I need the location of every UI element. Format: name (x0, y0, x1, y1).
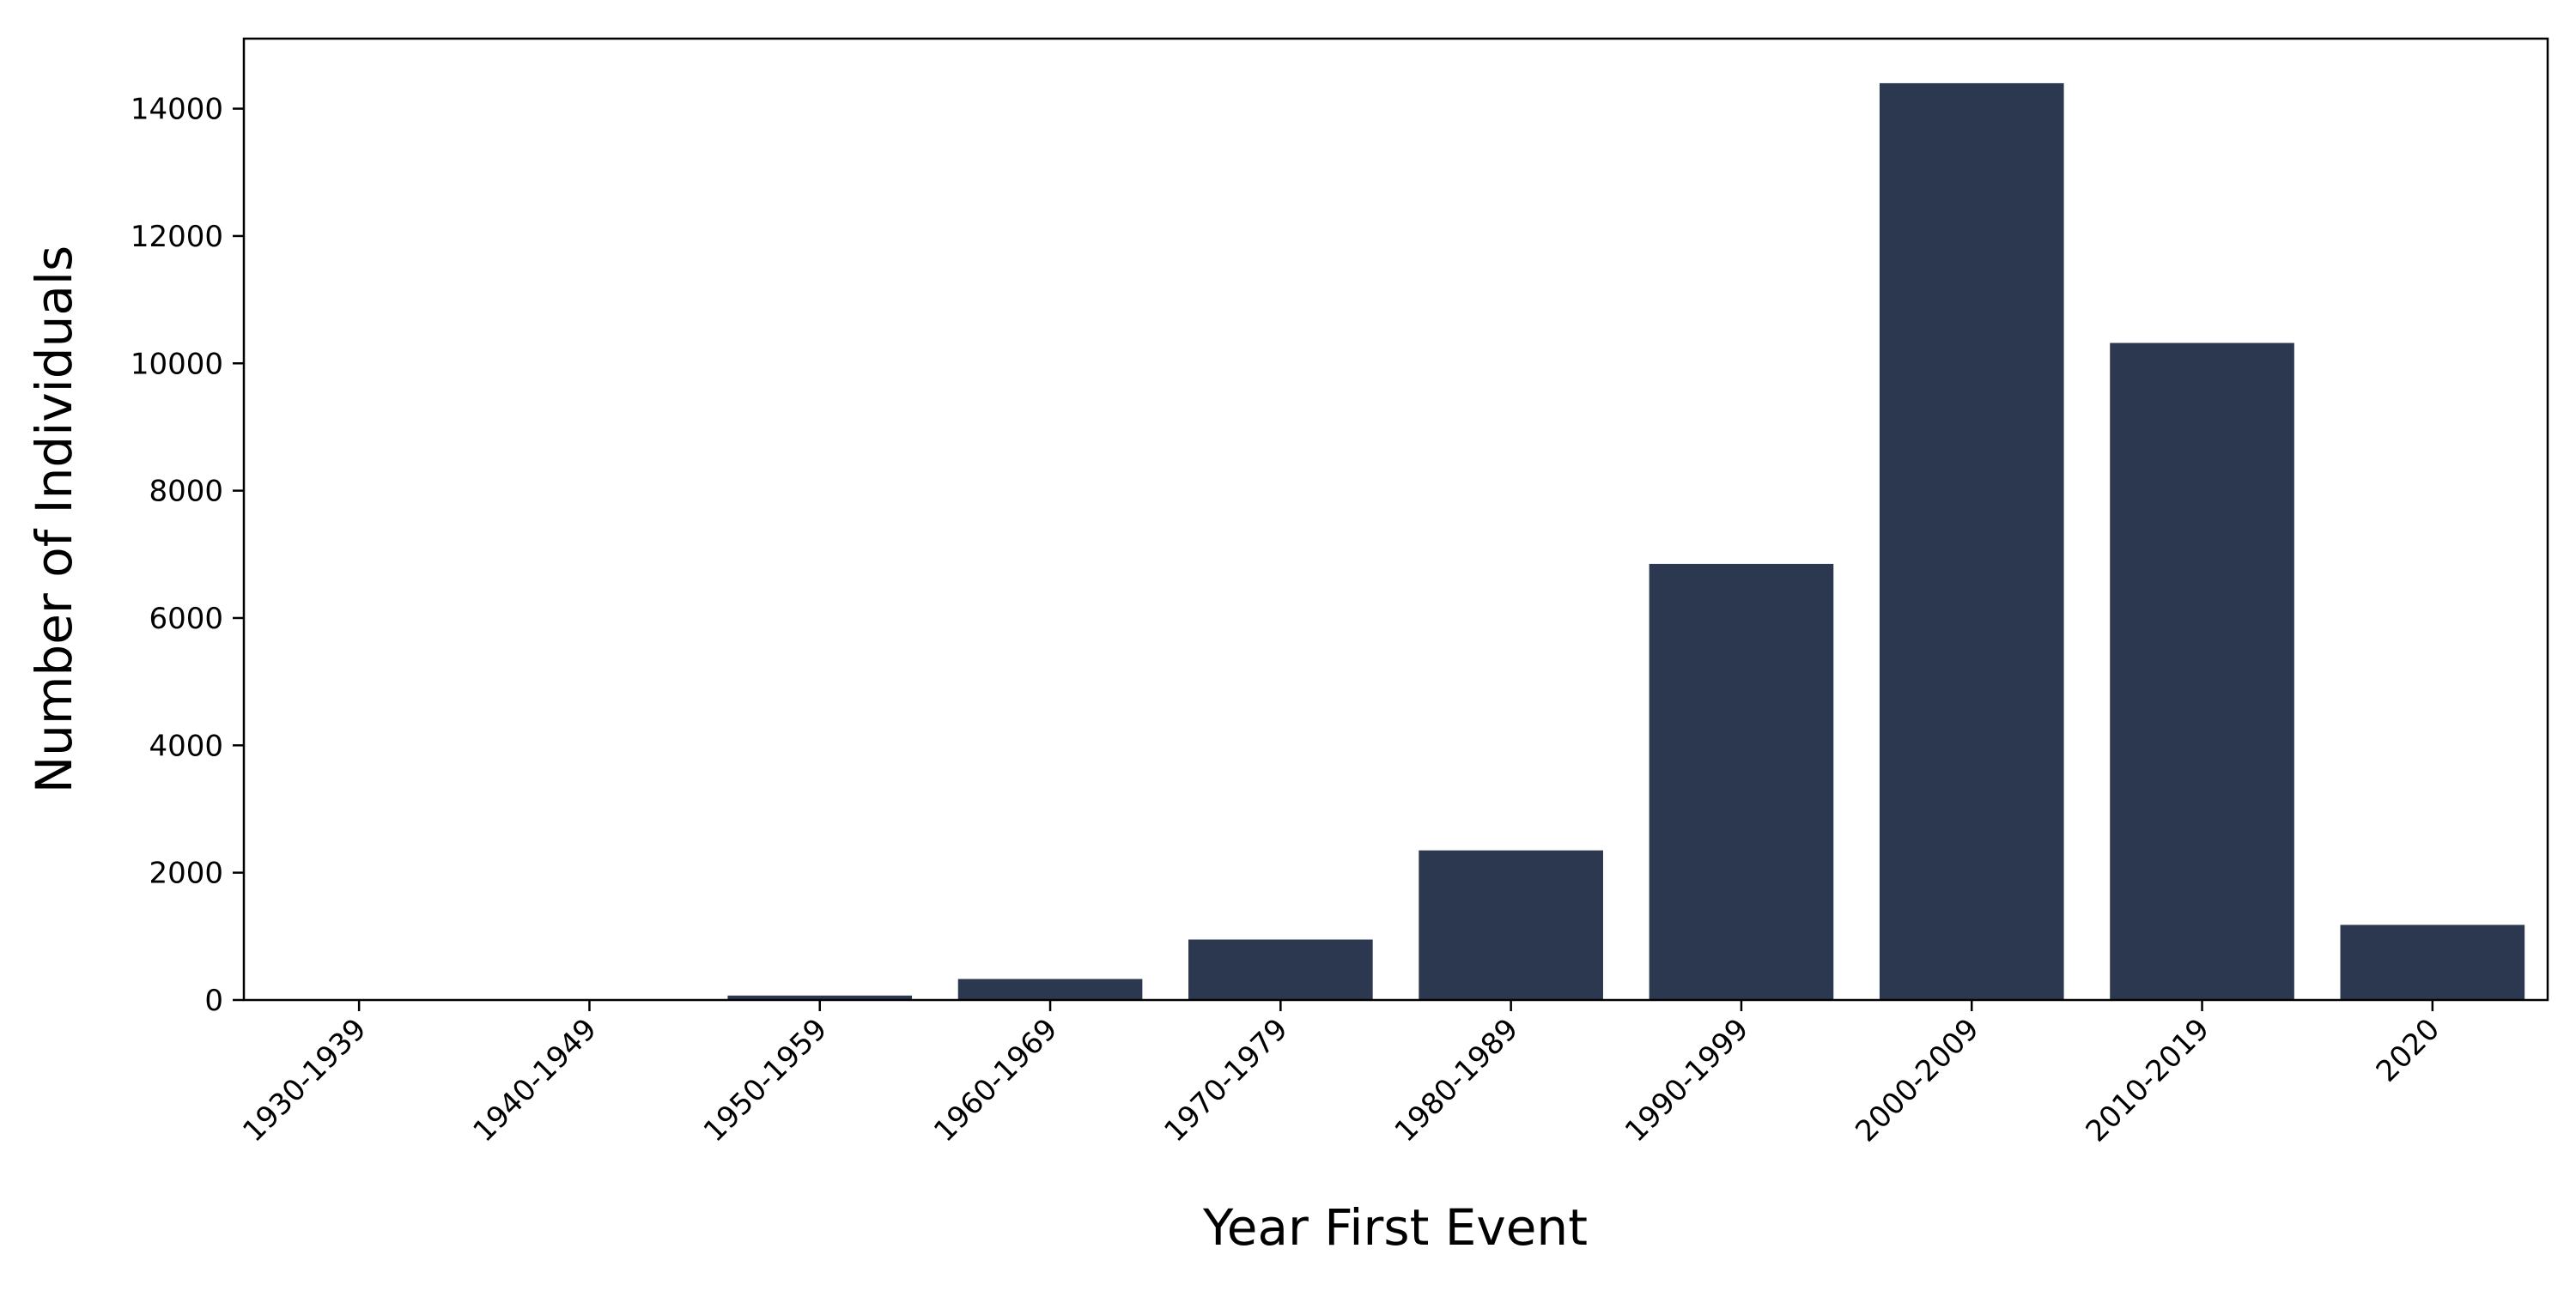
x-tick-label-1940-1949: 1940-1949 (466, 1012, 603, 1149)
y-axis-title: Number of Individuals (25, 245, 83, 793)
y-tick-label-8000: 8000 (149, 475, 223, 509)
bar-2020 (2341, 924, 2525, 1000)
x-tick-label-2010-2019: 2010-2019 (2080, 1012, 2216, 1149)
bar-2010-2019 (2110, 343, 2294, 1000)
y-tick-label-2000: 2000 (149, 857, 223, 891)
y-tick-label-4000: 4000 (149, 729, 223, 763)
bar-1960-1969 (958, 979, 1143, 1000)
x-axis: 1930-1939 1940-1949 1950-1959 1960-1969 1970… (236, 1000, 2446, 1149)
y-tick-label-10000: 10000 (131, 347, 223, 381)
x-tick-label-2000-2009: 2000-2009 (1849, 1012, 1985, 1149)
x-tick-label-1960-1969: 1960-1969 (927, 1012, 1064, 1149)
x-tick-label-1990-1999: 1990-1999 (1619, 1012, 1755, 1149)
bar-1980-1989 (1419, 851, 1603, 1000)
x-tick-label-1950-1959: 1950-1959 (697, 1012, 834, 1149)
x-tick-label-1930-1939: 1930-1939 (236, 1012, 373, 1149)
y-tick-label-6000: 6000 (149, 602, 223, 636)
y-axis: 0 2000 4000 6000 8000 10000 12000 14000 (131, 93, 244, 1018)
bar-1990-1999 (1649, 564, 1834, 1000)
x-tick-label-1980-1989: 1980-1989 (1388, 1012, 1525, 1149)
x-tick-label-2020: 2020 (2370, 1012, 2446, 1088)
bar-2000-2009 (1880, 83, 2064, 1000)
x-tick-label-1970-1979: 1970-1979 (1157, 1012, 1294, 1149)
x-axis-title: Year First Event (1202, 1198, 1588, 1257)
y-tick-label-0: 0 (204, 984, 223, 1018)
y-tick-label-14000: 14000 (131, 93, 223, 127)
bar-1970-1979 (1188, 940, 1373, 1000)
y-tick-label-12000: 12000 (131, 220, 223, 254)
